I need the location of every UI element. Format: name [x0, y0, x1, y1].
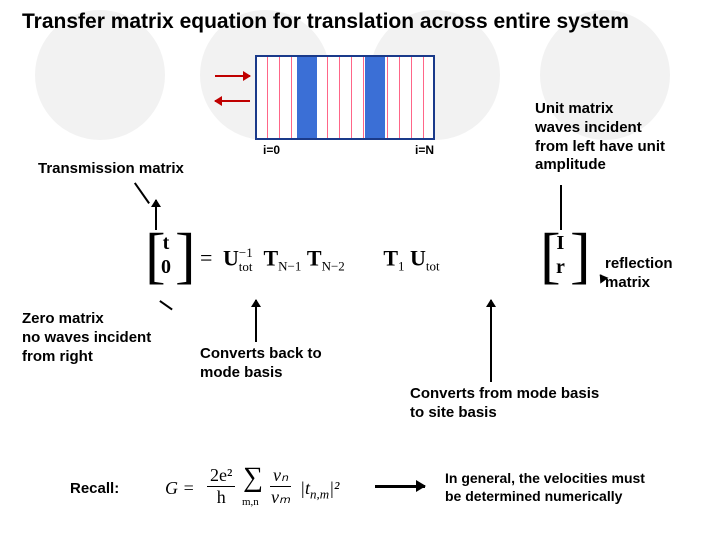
note-reflection: reflection matrix	[605, 255, 673, 293]
note-converts-mode: Converts from mode basis to site basis	[410, 385, 599, 423]
recall-arrow	[375, 485, 425, 488]
barrier-1	[297, 57, 317, 138]
note-converts-back: Converts back to mode basis	[200, 345, 322, 383]
recall-note: In general, the velocities must be deter…	[445, 470, 645, 505]
note-transmission: Transmission matrix	[38, 160, 184, 179]
note-zero-matrix: Zero matrix no waves incident from right	[22, 310, 151, 366]
arrow-left	[215, 100, 250, 102]
axis-label-left: i=0	[263, 143, 280, 157]
slide-title: Transfer matrix equation for translation…	[22, 10, 629, 34]
arrow-right	[215, 75, 250, 77]
callout-converts-back-arrow	[255, 300, 257, 342]
main-equation: [ t 0 ] = U−1tot TN−1 TN−2 T1 Utot [ I r…	[145, 225, 605, 295]
recall-formula: G = 2e² h ∑ m,n vₙ vₘ |tn,m|²	[165, 460, 385, 515]
system-diagram: i=0 i=N	[215, 45, 445, 155]
note-unit-matrix: Unit matrix waves incident from left hav…	[535, 100, 665, 175]
callout-transmission	[134, 182, 150, 203]
recall-label: Recall:	[70, 480, 119, 499]
axis-label-right: i=N	[415, 143, 434, 157]
barrier-2	[365, 57, 385, 138]
diagram-frame	[255, 55, 435, 140]
callout-converts-mode-arrow	[490, 300, 492, 382]
callout-zero	[160, 300, 173, 310]
